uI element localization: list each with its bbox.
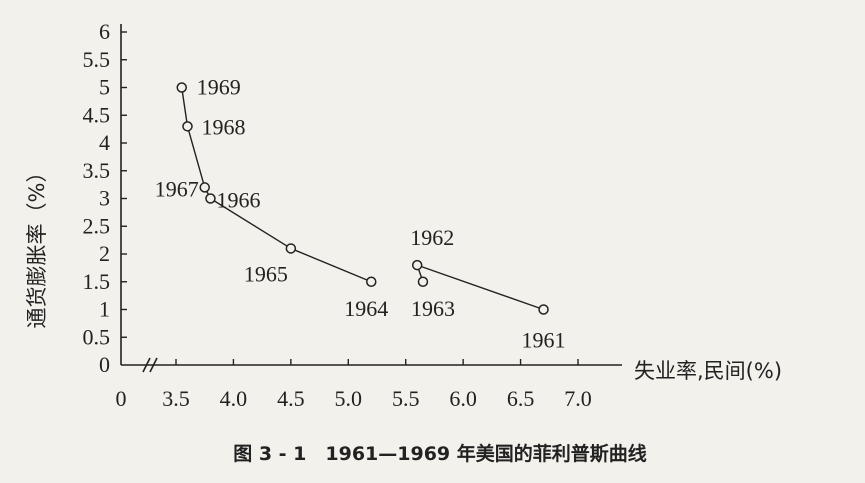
point-label-1962: 1962 — [410, 225, 454, 250]
y-tick-label: 2.5 — [83, 213, 111, 238]
data-series — [176, 82, 549, 315]
data-point-1968 — [182, 121, 193, 132]
point-label-1966: 1966 — [216, 188, 260, 213]
point-label-1961: 1961 — [522, 328, 566, 353]
x-tick-label: 6.5 — [507, 386, 535, 411]
x-tick-label: 4.0 — [220, 386, 248, 411]
data-point-1967 — [199, 182, 210, 193]
y-tick-label: 5.5 — [83, 47, 111, 72]
curve-segment — [181, 87, 189, 127]
y-tick-label: 1 — [99, 297, 110, 322]
y-tick-label: 3.5 — [83, 158, 111, 183]
point-label-1969: 1969 — [197, 75, 241, 100]
axis-break-mark — [149, 357, 158, 373]
curve-segment — [186, 126, 206, 188]
data-point-1966 — [205, 193, 216, 204]
y-tick-label: 3 — [99, 186, 110, 211]
x-tick-label: 5.0 — [335, 386, 363, 411]
point-label-1967: 1967 — [155, 176, 199, 201]
data-point-1965 — [285, 243, 297, 254]
point-labels: 1961 1962 1963 1964 1965 1966 1967 1968 1969 — [155, 75, 566, 353]
curve-segment — [416, 264, 544, 311]
point-label-1965: 1965 — [244, 261, 288, 286]
y-tick-label: 1.5 — [83, 269, 111, 294]
y-axis-title: 通货膨胀率（%） — [25, 162, 49, 329]
y-tick-label: 6 — [99, 19, 110, 44]
x-tick-label: 4.5 — [277, 386, 305, 411]
x-tick-label: 3.5 — [162, 386, 190, 411]
x-axis-title: 失业率,民间(%) — [634, 359, 782, 383]
x-tick-label: 5.5 — [392, 386, 420, 411]
tick-marks — [121, 31, 579, 365]
y-tick-label: 2 — [99, 241, 110, 266]
x-origin-label: 0 — [116, 386, 127, 411]
curve-segment — [290, 247, 372, 283]
y-tick-label: 0.5 — [83, 324, 111, 349]
y-tick-label: 4 — [99, 130, 110, 155]
figure-caption: 图 3 - 1 1961—1969 年美国的菲利普斯曲线 — [233, 442, 647, 465]
x-tick-label: 7.0 — [564, 386, 592, 411]
curve-segment — [210, 197, 292, 250]
axes — [120, 24, 622, 373]
point-label-1964: 1964 — [344, 296, 388, 321]
data-point-1963 — [417, 276, 429, 287]
data-point-1969 — [176, 82, 187, 93]
x-tick-label: 6.0 — [449, 386, 477, 411]
data-point-1961 — [538, 304, 549, 315]
y-tick-label: 5 — [99, 75, 110, 100]
data-point-1962 — [411, 259, 423, 271]
point-label-1968: 1968 — [201, 114, 245, 139]
data-point-1964 — [366, 276, 377, 287]
y-tick-label: 4.5 — [83, 102, 111, 127]
point-label-1963: 1963 — [411, 296, 455, 321]
axis-break-mark — [142, 357, 151, 373]
y-origin-label: 0 — [99, 352, 110, 377]
